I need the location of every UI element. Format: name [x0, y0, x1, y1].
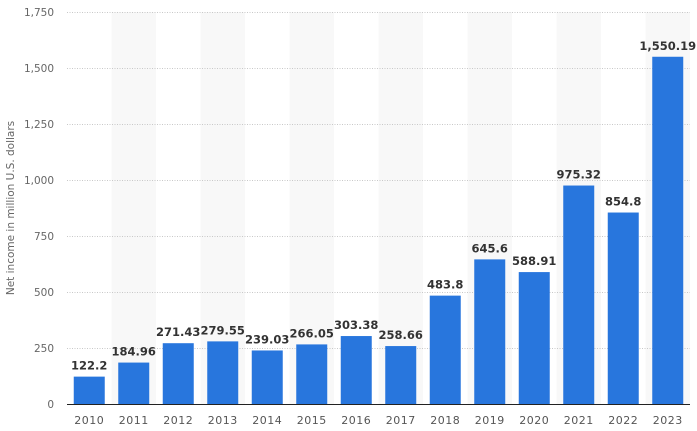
band-2017: [378, 12, 423, 404]
data-label: 239.03: [245, 332, 289, 346]
bar-2022: [607, 212, 639, 404]
data-label: 184.96: [112, 345, 156, 359]
x-tick-label: 2010: [74, 414, 104, 427]
bar-2013: [207, 341, 239, 404]
x-tick-label: 2011: [119, 414, 149, 427]
bar-2018: [429, 295, 461, 404]
y-tick-label: 750: [34, 231, 54, 243]
bar-2020: [518, 272, 550, 404]
data-label: 854.8: [605, 195, 641, 209]
bar-2011: [118, 362, 150, 404]
x-tick-label: 2023: [653, 414, 683, 427]
bar-2017: [385, 346, 417, 404]
x-tick-label: 2022: [608, 414, 638, 427]
y-tick-label: 0: [47, 399, 54, 411]
x-tick-label: 2015: [297, 414, 327, 427]
y-axis-label: Net income in million U.S. dollars: [5, 121, 17, 295]
band-2013: [200, 12, 245, 404]
data-label: 279.55: [201, 323, 245, 337]
x-tick-label: 2017: [386, 414, 416, 427]
x-tick-label: 2021: [564, 414, 594, 427]
x-tick-label: 2016: [341, 414, 371, 427]
bar-2015: [296, 344, 328, 404]
x-tick-label: 2019: [475, 414, 505, 427]
data-label: 483.8: [427, 278, 463, 292]
x-tick-label: 2020: [519, 414, 549, 427]
y-tick-label: 500: [34, 287, 54, 299]
y-tick-label: 1,500: [24, 63, 54, 75]
data-label: 258.66: [379, 328, 423, 342]
y-tick-label: 1,250: [24, 119, 54, 131]
data-label: 588.91: [512, 254, 556, 268]
x-tick-label: 2018: [430, 414, 460, 427]
band-2015: [289, 12, 334, 404]
band-2011: [111, 12, 156, 404]
bar-2021: [563, 185, 595, 404]
data-label: 271.43: [156, 325, 200, 339]
y-tick-label: 1,000: [24, 175, 54, 187]
data-label: 975.32: [557, 168, 601, 182]
bar-2014: [251, 350, 283, 404]
data-label: 1,550.19: [639, 39, 696, 53]
data-label: 266.05: [290, 326, 334, 340]
bar-2010: [73, 376, 105, 404]
data-label: 645.6: [472, 241, 508, 255]
x-tick-label: 2013: [208, 414, 238, 427]
y-tick-label: 1,750: [24, 7, 54, 19]
data-label: 122.2: [71, 359, 107, 373]
bar-2016: [340, 336, 372, 404]
data-label: 303.38: [334, 318, 378, 332]
bar-2019: [474, 259, 506, 404]
x-tick-label: 2014: [252, 414, 282, 427]
bar-2023: [652, 56, 684, 404]
y-tick-label: 250: [34, 343, 54, 355]
x-tick-label: 2012: [163, 414, 193, 427]
bar-2012: [162, 343, 194, 404]
